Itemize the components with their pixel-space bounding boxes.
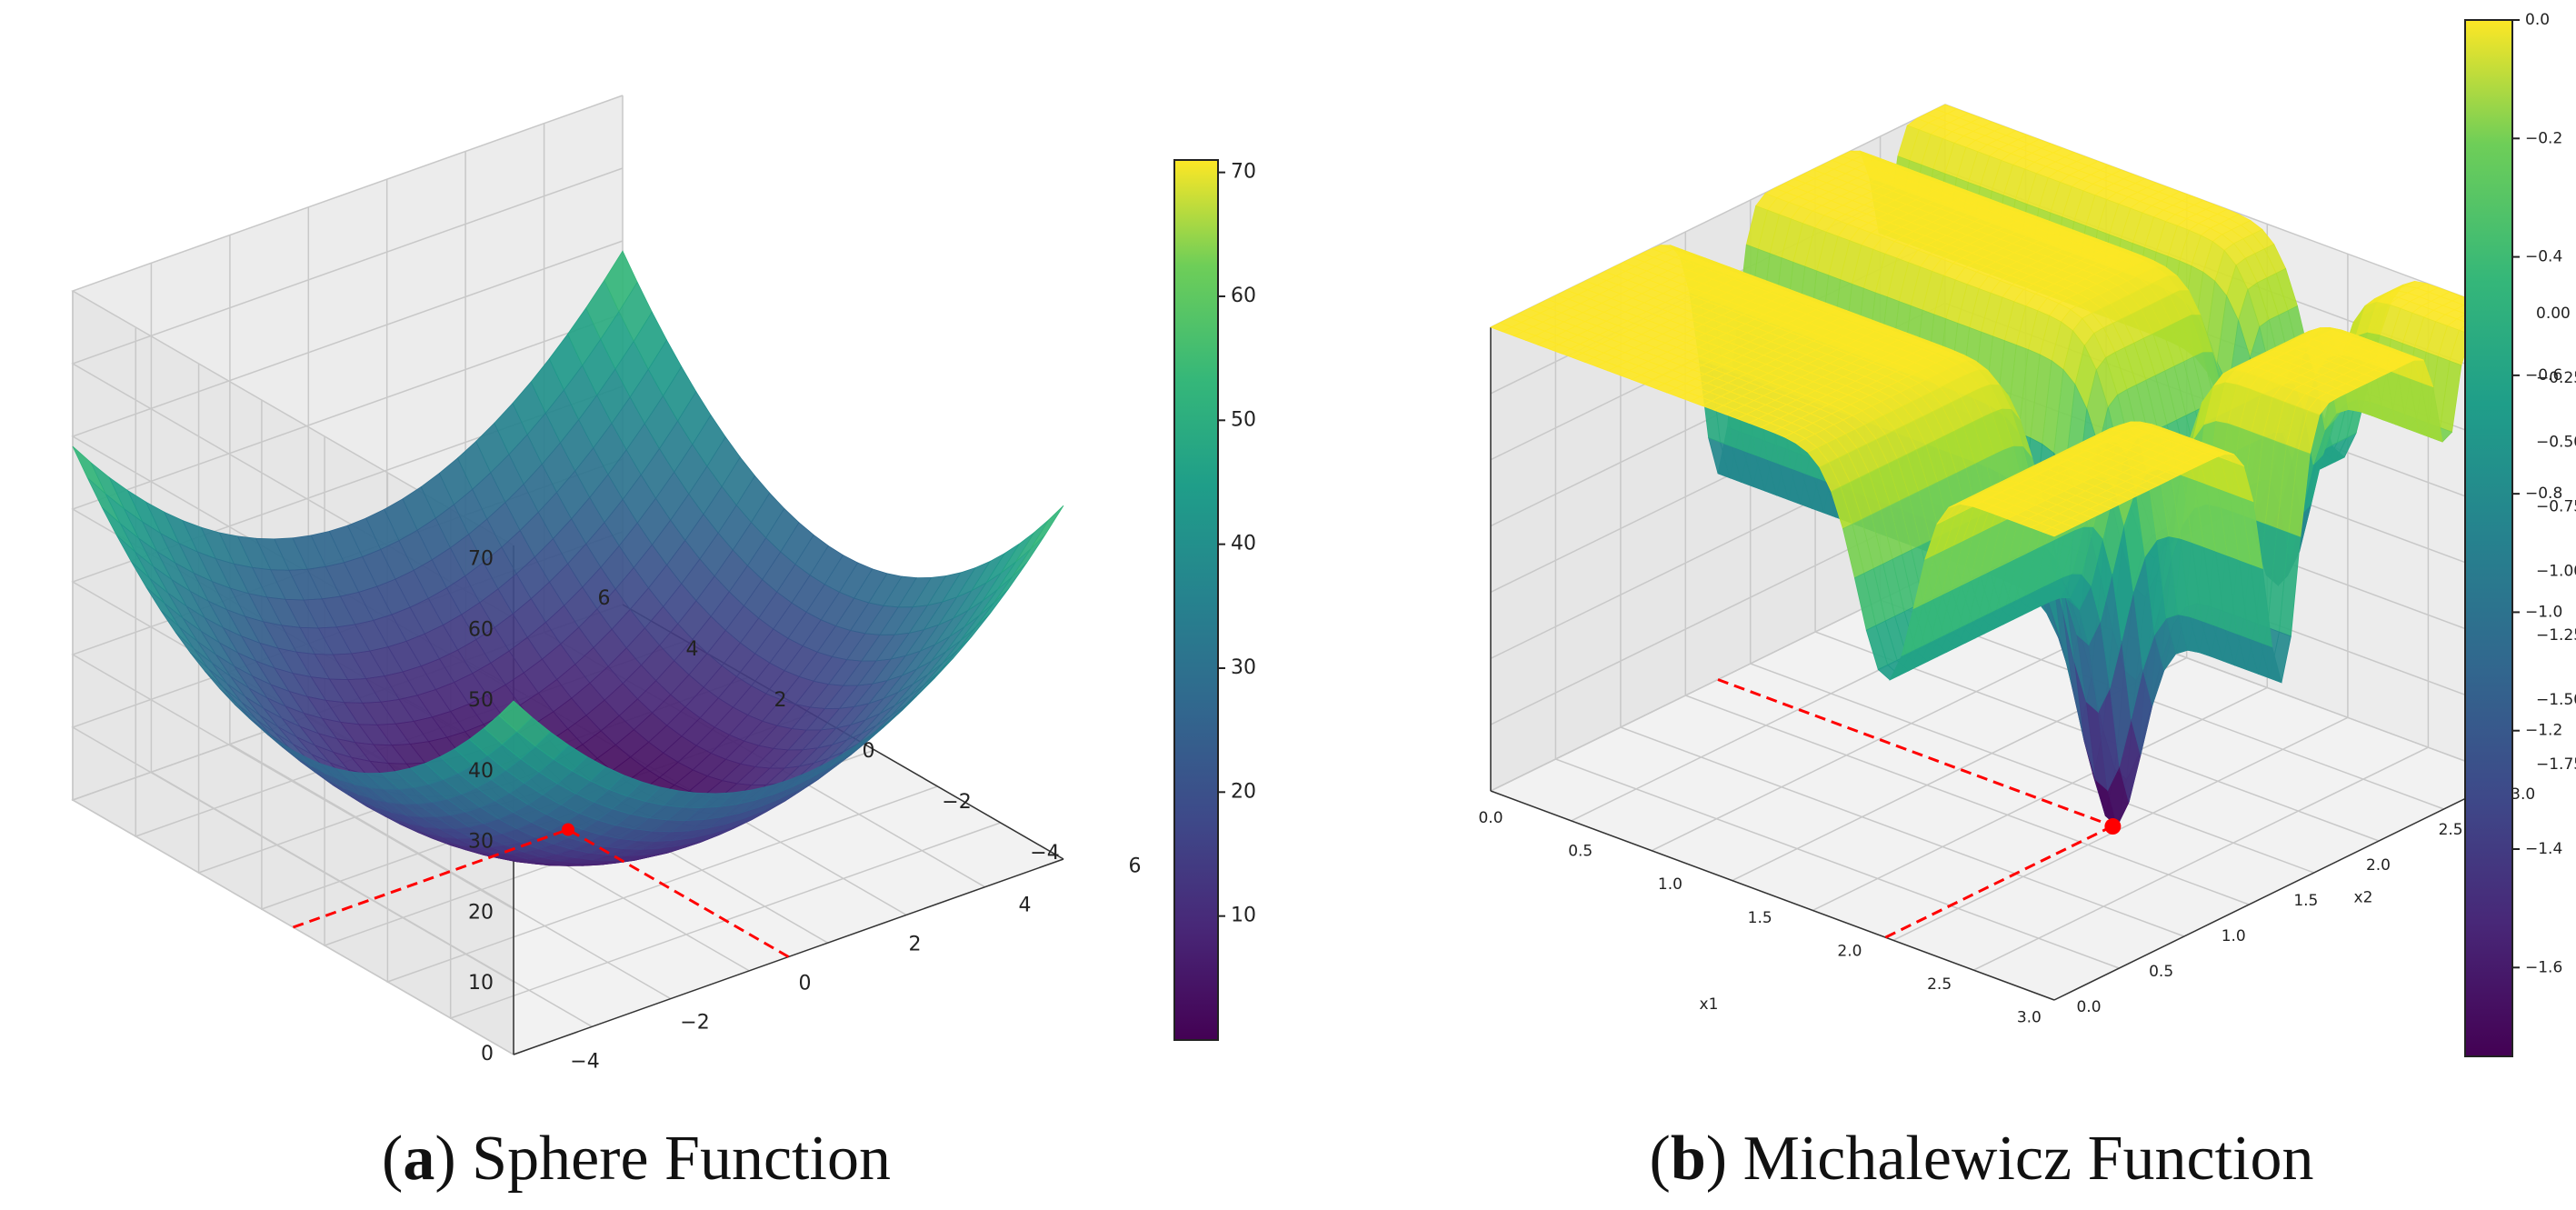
x-tick-label: 2.5: [1927, 975, 1952, 994]
x-tick-label: −2: [680, 1012, 709, 1035]
surface-patch: [1030, 505, 1064, 550]
z-tick-label: −1.75: [2536, 755, 2576, 774]
x-axis-label: x1: [1700, 995, 1719, 1014]
surface-patch: [1015, 519, 1050, 563]
z-tick-label: −1.00: [2536, 562, 2576, 580]
z-tick-label: −0.50: [2536, 434, 2576, 452]
x-tick-label: 3.0: [2017, 1009, 2042, 1027]
x-tick-label: 0.0: [1478, 809, 1503, 827]
x-tick-label: 4: [1019, 895, 1032, 917]
colorbar-tick-label: 30: [1231, 656, 1256, 679]
x-tick-label: 0: [799, 973, 812, 995]
x-tick-label: 1.0: [1658, 875, 1682, 894]
colorbar-tick-label: 10: [1231, 905, 1256, 927]
x-tick-label: 2: [909, 934, 922, 956]
z-tick-label: 0: [481, 1043, 494, 1065]
z-tick-label: 30: [468, 831, 494, 854]
y-tick-label: 2.5: [2439, 821, 2463, 839]
x1-projection-line: [567, 828, 790, 958]
colorbar-tick-label: 40: [1231, 533, 1256, 555]
x1-projection-line: [1884, 825, 2114, 939]
z-tick-label: 10: [468, 972, 494, 995]
colorbar-tick-label: −0.4: [2525, 248, 2562, 266]
michalewicz-surface: [1489, 104, 2511, 827]
z-tick-label: 50: [468, 689, 494, 712]
z-tick-label: 40: [468, 760, 494, 783]
gridline: [1554, 295, 2120, 969]
x2-projection-line: [1717, 678, 2113, 828]
z-tick-label: −0.25: [2536, 369, 2576, 387]
michalewicz-panel: 0.0 0.5 1.0 1.5 2.0 2.5 3.0 0.0 0.5 1.0 1.5 2.0 2.5 3…: [1478, 11, 2576, 1057]
michalewicz-colorbar: 0.0 −0.2 −0.4 −0.6 −0.8 −1.0 −1.2 −1.4 −1.6: [2464, 11, 2562, 1057]
colorbar-tick-label: 0.0: [2525, 11, 2550, 29]
colorbar-gradient: [1173, 159, 1219, 1041]
sphere-minimum-marker: [292, 823, 790, 958]
y-tick-label: 4: [686, 638, 699, 661]
y-tick-label: 0.5: [2149, 963, 2173, 981]
colorbar-tick-label: −1.2: [2525, 722, 2562, 740]
caption-a: (a) Sphere Function: [382, 1124, 891, 1194]
sphere-colorbar: 10 20 30 40 50 60 70: [1173, 159, 1256, 1041]
gridline: [71, 95, 624, 546]
caption-b: (b) Michalewicz Function: [1649, 1124, 2314, 1194]
x2-projection-line: [292, 828, 569, 929]
y-tick-label: −4: [1030, 842, 1059, 865]
minimum-point: [562, 823, 574, 836]
z-tick-label: 20: [468, 901, 494, 924]
y-tick-label: 1.5: [2293, 892, 2318, 910]
colorbar-tick-label: 20: [1231, 780, 1256, 803]
caption-b-letter: b: [1670, 1124, 1706, 1194]
y-tick-label: −2: [942, 791, 971, 814]
minimum-point: [2104, 818, 2122, 835]
colorbar-tick-label: 50: [1231, 408, 1256, 431]
colorbar-tick-label: 70: [1231, 161, 1256, 184]
z-tick-label: 60: [468, 618, 494, 641]
caption-a-letter: a: [403, 1124, 435, 1194]
michalewicz-minimum-marker: [1717, 678, 2122, 939]
y-tick-label: 0: [863, 740, 875, 763]
z-tick-label: −1.25: [2536, 626, 2576, 645]
y-tick-label: 0.0: [2076, 998, 2101, 1016]
x-tick-label: 1.5: [1748, 909, 1772, 927]
colorbar-tick-label: −0.2: [2525, 129, 2562, 147]
y-tick-label: 1.0: [2222, 927, 2246, 945]
y-axis-label: x2: [2354, 889, 2373, 907]
colorbar-tick-label: −1.6: [2525, 958, 2562, 976]
michalewicz-tick-labels: 0.0 0.5 1.0 1.5 2.0 2.5 3.0 0.0 0.5 1.0 1.5 2.0 2.5 3…: [1478, 305, 2576, 1027]
colorbar-gradient: [2464, 19, 2513, 1057]
y-axis-line: [2053, 776, 2510, 1001]
z-tick-label: 0.00: [2536, 305, 2571, 323]
gridline: [1620, 264, 2185, 937]
colorbar-tick-label: 60: [1231, 285, 1256, 307]
x-tick-label: −4: [570, 1051, 599, 1074]
z-tick-label: −0.75: [2536, 498, 2576, 516]
y-tick-label: 2: [774, 689, 787, 712]
x-tick-label: 0.5: [1568, 843, 1593, 861]
y-tick-label: 2.0: [2366, 856, 2391, 875]
colorbar-tick-label: −0.6: [2525, 366, 2562, 385]
caption-b-title: Michalewicz Function: [1742, 1124, 2314, 1194]
sphere-surface: [72, 250, 1064, 866]
surface-patch: [2042, 526, 2065, 537]
x-tick-label: 6: [1129, 855, 1142, 878]
z-tick-label: 70: [468, 548, 494, 571]
y-tick-label: 6: [598, 587, 611, 610]
colorbar-tick-label: −1.4: [2525, 840, 2562, 858]
colorbar-tick-label: −0.8: [2525, 485, 2562, 503]
y-tick-label: 3.0: [2511, 785, 2535, 804]
colorbar-tick-label: −1.0: [2525, 603, 2562, 621]
x-axis-line: [1490, 790, 2055, 1001]
x-tick-label: 2.0: [1837, 942, 1862, 960]
caption-a-title: Sphere Function: [472, 1124, 891, 1194]
z-tick-label: −1.50: [2536, 691, 2576, 709]
